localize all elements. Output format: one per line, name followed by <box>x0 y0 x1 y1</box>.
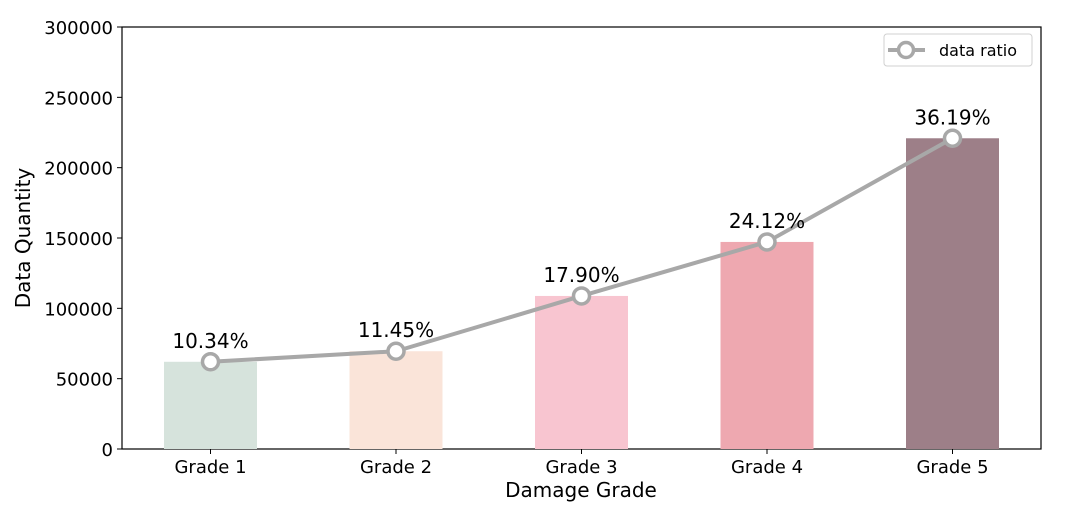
y-axis: 0 50000 100000 150000 200000 250000 300000 <box>44 18 122 461</box>
ratio-marker <box>571 286 592 306</box>
x-axis: Grade 1 Grade 2 Grade 3 Grade 4 Grade 5 <box>174 449 989 478</box>
y-tick-label: 300000 <box>44 18 113 39</box>
ratio-marker <box>757 232 777 252</box>
x-tick-label: Grade 2 <box>360 457 432 478</box>
x-tick-label: Grade 3 <box>545 457 617 478</box>
legend-box <box>883 33 1033 67</box>
bar <box>164 361 257 449</box>
x-axis-label: Damage Grade <box>505 478 657 502</box>
y-tick-label: 100000 <box>44 299 113 320</box>
legend-marker-icon <box>896 40 916 60</box>
ratio-label: 11.45% <box>358 318 434 342</box>
x-tick-label: Grade 4 <box>731 457 803 478</box>
legend-label: data ratio <box>939 41 1017 60</box>
y-tick-label: 250000 <box>44 88 113 109</box>
bar <box>535 295 628 449</box>
bar <box>906 138 999 449</box>
y-tick-label: 0 <box>102 440 113 461</box>
ratio-marker <box>200 352 221 372</box>
x-tick-label: Grade 5 <box>916 457 988 478</box>
x-tick-label: Grade 1 <box>174 457 246 478</box>
ratio-label: 17.90% <box>543 263 619 287</box>
ratio-label: 36.19% <box>914 105 990 129</box>
y-tick-label: 150000 <box>44 229 113 250</box>
ratio-line <box>200 128 963 372</box>
legend: data ratio <box>883 33 1033 67</box>
ratio-labels: 10.34% 11.45% 17.90% 24.12% 36.19% <box>172 105 990 353</box>
y-tick-label: 50000 <box>56 370 113 391</box>
y-tick-label: 200000 <box>44 159 113 180</box>
bar <box>349 351 443 449</box>
ratio-marker <box>386 341 406 361</box>
ratio-label: 10.34% <box>172 329 248 353</box>
bars <box>164 138 999 449</box>
ratio-label: 24.12% <box>729 209 805 233</box>
bar <box>720 241 814 449</box>
ratio-marker <box>942 128 963 149</box>
y-axis-label: Data Quantity <box>11 168 35 309</box>
